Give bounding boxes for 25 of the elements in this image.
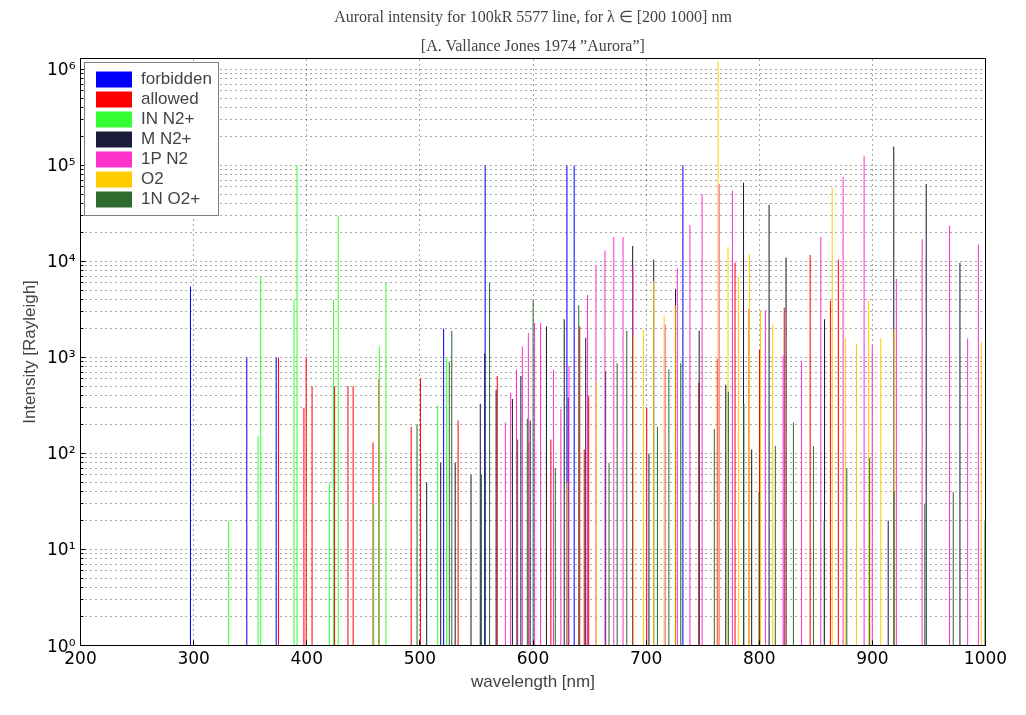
- y-tick-label: 10²: [47, 443, 76, 464]
- x-tick-label: 800: [743, 647, 776, 668]
- legend-label: 1N O2+: [141, 189, 201, 209]
- y-tick-label: 10⁵: [47, 155, 76, 176]
- y-tick-label: 10³: [47, 347, 76, 368]
- x-tick-label: 400: [290, 647, 323, 668]
- legend-label: M N2+: [141, 129, 192, 149]
- legend-label: forbidden: [141, 69, 212, 89]
- legend-label: IN N2+: [141, 109, 195, 129]
- legend-label: allowed: [141, 89, 199, 109]
- chart-subtitle: [A. Vallance Jones 1974 ”Aurora”]: [420, 36, 645, 54]
- x-tick-label: 500: [403, 647, 437, 668]
- y-axis-title: Intensity [Rayleigh]: [20, 280, 40, 424]
- x-tick-label: 700: [629, 647, 663, 668]
- legend-label: O2: [141, 169, 164, 189]
- y-tick-label: 10⁶: [47, 59, 76, 80]
- x-tick-label: 600: [516, 647, 550, 668]
- legend-label: 1P N2: [141, 149, 188, 169]
- x-axis-title: wavelength [nm]: [470, 671, 595, 691]
- x-tick-label: 300: [177, 647, 210, 668]
- y-tick-label: 10¹: [47, 539, 76, 560]
- x-tick-label: 1000: [963, 647, 1008, 668]
- y-tick-label: 10⁴: [47, 251, 76, 272]
- chart-title: Auroral intensity for 100kR 5577 line, for λ ∈ [200 1000] nm: [334, 7, 733, 26]
- x-tick-label: 900: [856, 647, 889, 668]
